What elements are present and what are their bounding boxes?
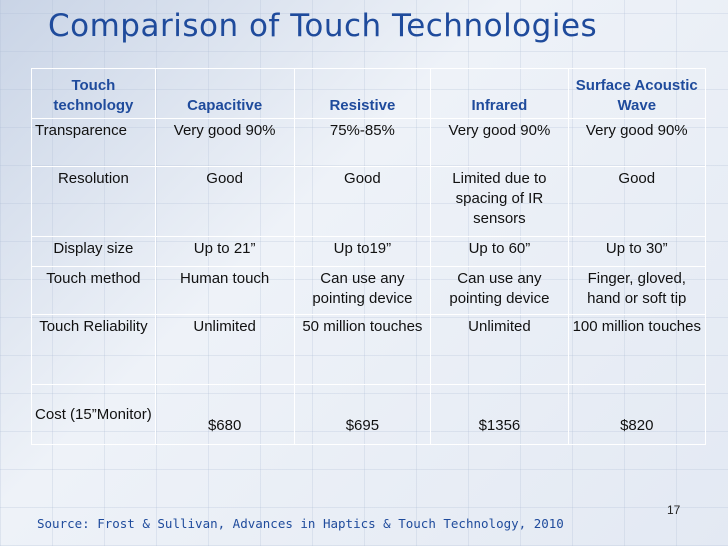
cell-capacitive: Human touch <box>154 266 295 315</box>
cell-surface-acoustic-wave: Up to 30” <box>567 236 707 267</box>
cell-surface-acoustic-wave: $820 <box>567 384 707 445</box>
comparison-table: Touch technology Capacitive Resistive In… <box>31 68 707 445</box>
cell-infrared: Very good 90% <box>430 118 569 167</box>
header-resistive: Resistive <box>293 68 432 119</box>
cell-capacitive: Good <box>154 166 295 237</box>
cell-resistive: 75%-85% <box>293 118 432 167</box>
cell-resistive: $695 <box>293 384 432 445</box>
page-number: 17 <box>667 503 681 517</box>
cell-capacitive: Very good 90% <box>154 118 295 167</box>
row-label-cost: Cost (15”Monitor) <box>31 384 156 445</box>
cell-infrared: Up to 60” <box>430 236 569 267</box>
cell-infrared: Unlimited <box>430 314 569 385</box>
header-touch-technology: Touch technology <box>31 68 156 119</box>
table-row: Resolution Good Good Limited due to spac… <box>31 166 707 237</box>
header-surface-acoustic-wave: Surface Acoustic Wave <box>567 68 707 119</box>
row-label-resolution: Resolution <box>31 166 156 237</box>
header-infrared: Infrared <box>430 68 569 119</box>
cell-surface-acoustic-wave: Very good 90% <box>567 118 707 167</box>
row-label-display-size: Display size <box>31 236 156 267</box>
table-row: Touch Reliability Unlimited 50 million t… <box>31 314 707 385</box>
table-row: Transparence Very good 90% 75%-85% Very … <box>31 118 707 167</box>
cell-resistive: Up to19” <box>293 236 432 267</box>
table-row: Cost (15”Monitor) $680 $695 $1356 $820 <box>31 384 707 445</box>
cell-capacitive: Unlimited <box>154 314 295 385</box>
slide-title: Comparison of Touch Technologies <box>48 8 598 44</box>
cell-surface-acoustic-wave: 100 million touches <box>567 314 707 385</box>
cell-surface-acoustic-wave: Finger, gloved, hand or soft tip <box>567 266 707 315</box>
table-row: Touch method Human touch Can use any poi… <box>31 266 707 315</box>
cell-capacitive: $680 <box>154 384 295 445</box>
table-row: Display size Up to 21” Up to19” Up to 60… <box>31 236 707 267</box>
cell-resistive: Can use any pointing device <box>293 266 432 315</box>
cell-surface-acoustic-wave: Good <box>567 166 707 237</box>
header-capacitive: Capacitive <box>154 68 295 119</box>
cell-capacitive: Up to 21” <box>154 236 295 267</box>
row-label-touch-method: Touch method <box>31 266 156 315</box>
cell-infrared: Can use any pointing device <box>430 266 569 315</box>
cell-infrared: $1356 <box>430 384 569 445</box>
cell-resistive: 50 million touches <box>293 314 432 385</box>
source-citation: Source: Frost & Sullivan, Advances in Ha… <box>37 516 564 531</box>
row-label-transparence: Transparence <box>31 118 156 167</box>
table-header-row: Touch technology Capacitive Resistive In… <box>31 68 707 119</box>
cell-resistive: Good <box>293 166 432 237</box>
row-label-touch-reliability: Touch Reliability <box>31 314 156 385</box>
cell-infrared: Limited due to spacing of IR sensors <box>430 166 569 237</box>
